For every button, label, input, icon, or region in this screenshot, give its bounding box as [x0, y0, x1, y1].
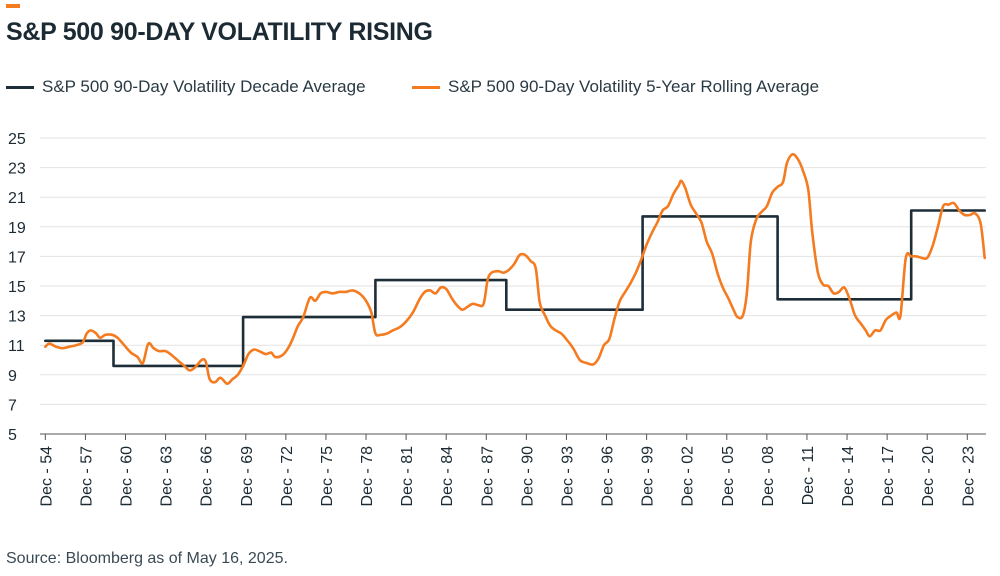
x-tick-label-21: Dec - 17 [880, 446, 897, 507]
chart-title: S&P 500 90-DAY VOLATILITY RISING [6, 18, 433, 46]
x-tick-label-6: Dec - 72 [279, 446, 296, 507]
x-tick-label-1: Dec - 57 [78, 446, 95, 507]
x-tick-label-17: Dec - 05 [720, 446, 737, 507]
series-rolling-average-line [44, 152, 986, 385]
y-tick-label-25: 25 [8, 131, 26, 148]
x-tick-label-20: Dec - 14 [840, 446, 857, 507]
x-tick-label-3: Dec - 63 [159, 446, 176, 507]
x-tick-label-0: Dec - 54 [38, 446, 55, 507]
x-tick-label-2: Dec - 60 [119, 446, 136, 507]
x-tick-label-13: Dec - 93 [559, 446, 576, 507]
legend-label-rolling: S&P 500 90-Day Volatility 5-Year Rolling… [448, 77, 820, 96]
y-tick-label-19: 19 [8, 220, 26, 237]
x-tick-label-18: Dec - 08 [760, 446, 777, 507]
y-tick-label-17: 17 [8, 249, 26, 266]
x-tick-label-8: Dec - 78 [359, 446, 376, 507]
y-tick-label-21: 21 [8, 190, 26, 207]
x-tick-label-19: Dec - 11 [800, 446, 817, 505]
y-tick-label-23: 23 [8, 161, 26, 178]
accent-bar [6, 4, 20, 8]
legend-label-decade: S&P 500 90-Day Volatility Decade Average [42, 77, 366, 96]
y-axis-tick-labels: 5 7 9 11 13 15 17 19 21 23 25 [8, 131, 26, 444]
series-decade-average-line [44, 209, 986, 368]
y-tick-label-7: 7 [8, 397, 17, 414]
legend-swatch-rolling [412, 85, 440, 89]
legend: S&P 500 90-Day Volatility Decade Average… [6, 76, 996, 98]
y-tick-label-11: 11 [8, 338, 25, 355]
x-tick-label-16: Dec - 02 [680, 446, 697, 507]
series-lines [44, 152, 986, 385]
x-tick-label-14: Dec - 96 [600, 446, 617, 507]
x-tick-label-12: Dec - 90 [519, 446, 536, 507]
legend-swatch-decade [6, 85, 34, 89]
x-tick-label-15: Dec - 99 [640, 446, 657, 507]
y-tick-label-15: 15 [8, 279, 26, 296]
x-tick-label-11: Dec - 87 [479, 446, 496, 507]
x-axis-tick-labels: Dec - 54 Dec - 57 Dec - 60 Dec - 63 Dec - 66… [38, 434, 977, 506]
legend-item-rolling-average: S&P 500 90-Day Volatility 5-Year Rolling… [412, 76, 819, 98]
x-tick-label-10: Dec - 84 [439, 446, 456, 507]
legend-item-decade-average: S&P 500 90-Day Volatility Decade Average [6, 76, 366, 98]
y-tick-label-9: 9 [8, 368, 17, 385]
source-note: Source: Bloomberg as of May 16, 2025. [6, 550, 288, 567]
y-tick-label-5: 5 [8, 427, 17, 444]
x-tick-label-5: Dec - 69 [239, 446, 256, 507]
y-tick-label-13: 13 [8, 309, 26, 326]
x-tick-label-22: Dec - 20 [920, 446, 937, 507]
x-tick-label-7: Dec - 75 [319, 446, 336, 507]
x-tick-label-23: Dec - 23 [960, 446, 977, 507]
grid-lines [40, 137, 986, 405]
x-tick-label-4: Dec - 66 [199, 446, 216, 507]
x-tick-label-9: Dec - 81 [399, 446, 416, 507]
